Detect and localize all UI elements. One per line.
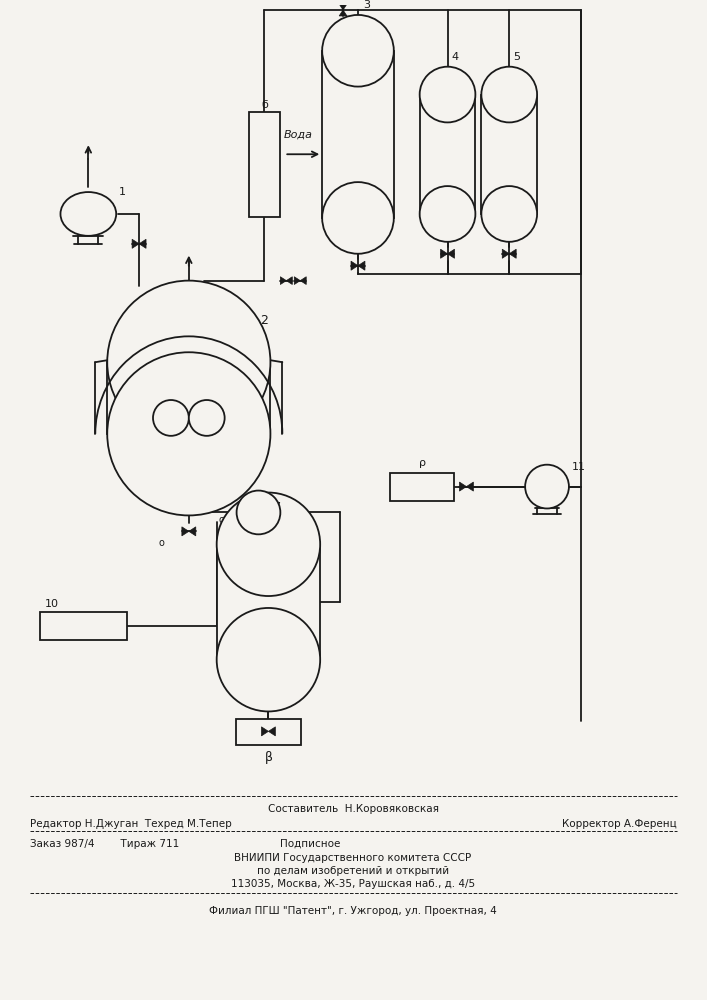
Bar [249,112,281,217]
Ellipse shape [481,186,537,242]
Text: Составитель  Н.Коровяковская: Составитель Н.Коровяковская [267,804,438,814]
Bar [216,544,320,660]
Polygon shape [189,527,196,536]
Text: 113035, Москва, Ж-35, Раушская наб., д. 4/5: 113035, Москва, Ж-35, Раушская наб., д. … [231,879,475,889]
Polygon shape [358,261,365,270]
Text: 11: 11 [572,462,586,472]
Polygon shape [460,482,467,491]
Polygon shape [139,239,146,248]
Text: 997684: 997684 [327,35,380,49]
Ellipse shape [322,182,394,254]
Text: ρ: ρ [419,458,426,468]
Polygon shape [351,261,358,270]
Polygon shape [448,249,455,258]
Text: ВНИИПИ Государственного комитета СССР: ВНИИПИ Государственного комитета СССР [235,853,472,863]
Polygon shape [339,4,347,10]
Polygon shape [440,249,448,258]
Bar [481,95,537,214]
Bar [40,612,127,640]
Polygon shape [262,727,269,736]
Text: Филиал ПГШ "Патент", г. Ужгород, ул. Проектная, 4: Филиал ПГШ "Патент", г. Ужгород, ул. Про… [209,906,497,916]
Bar [107,362,270,434]
Text: Корректор А.Ференц: Корректор А.Ференц [561,819,677,829]
Ellipse shape [322,15,394,87]
Polygon shape [339,10,347,16]
Ellipse shape [481,67,537,122]
Ellipse shape [61,192,116,236]
Text: Редактор Н.Джуган  Техред М.Тепер: Редактор Н.Джуган Техред М.Тепер [30,819,231,829]
Ellipse shape [420,186,475,242]
Circle shape [153,400,189,436]
Text: β: β [264,751,272,764]
Polygon shape [286,277,292,284]
Text: 7: 7 [274,502,281,512]
Ellipse shape [216,608,320,711]
Text: 4: 4 [452,52,459,62]
Bar [235,719,301,745]
Circle shape [525,465,569,508]
Text: 10: 10 [45,599,59,609]
Text: 3: 3 [363,0,370,10]
Circle shape [237,491,281,534]
Text: 1: 1 [119,187,126,197]
Polygon shape [509,249,516,258]
Bar [322,51,394,218]
Polygon shape [300,277,306,284]
Ellipse shape [107,352,270,515]
Text: по делам изобретений и открытий: по делам изобретений и открытий [257,866,449,876]
Text: б: б [261,100,268,109]
Polygon shape [132,239,139,248]
Text: н: н [255,507,262,517]
Polygon shape [269,727,276,736]
Bar [390,473,455,501]
Ellipse shape [107,281,270,444]
Text: о: о [218,515,225,525]
Text: о: о [159,538,165,548]
Text: Вода: Вода [284,129,312,139]
Bar [420,95,475,214]
Polygon shape [294,277,300,284]
Polygon shape [281,277,286,284]
Polygon shape [502,249,509,258]
Text: 5: 5 [513,52,520,62]
Text: Заказ 987/4        Тираж 711                               Подписное: Заказ 987/4 Тираж 711 Подписное [30,839,340,849]
Circle shape [189,400,225,436]
Ellipse shape [216,493,320,596]
Polygon shape [182,527,189,536]
Ellipse shape [420,67,475,122]
Text: 2: 2 [260,314,269,327]
Polygon shape [467,482,474,491]
